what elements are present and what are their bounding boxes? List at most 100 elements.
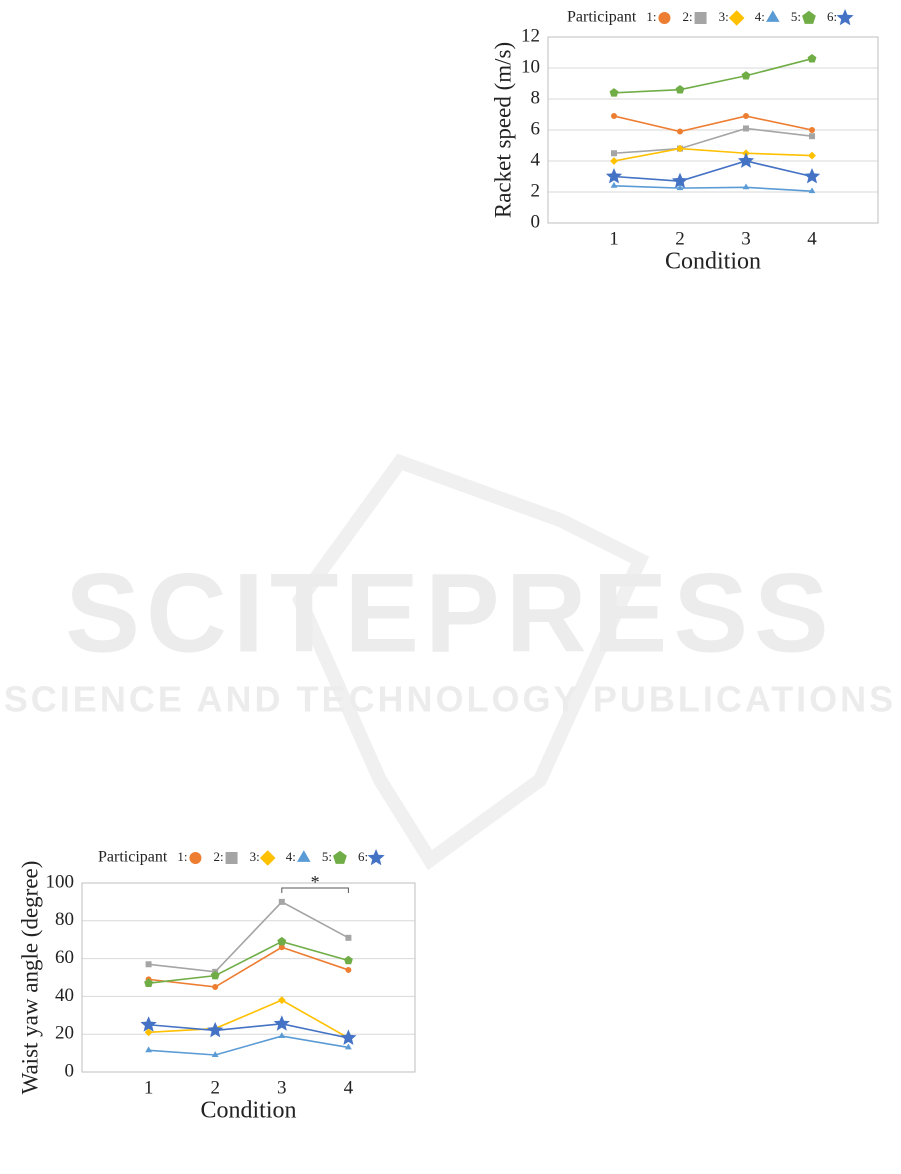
legend-label: 5: <box>791 9 801 24</box>
legend-label: 5: <box>322 849 332 864</box>
x-tick-label: 3 <box>277 1077 287 1098</box>
x-tick-label: 2 <box>675 228 685 249</box>
data-point <box>737 152 755 168</box>
data-point <box>144 1028 153 1037</box>
watermark-title: SCITEPRESS <box>65 551 835 676</box>
series-line <box>613 115 813 133</box>
data-point <box>278 1032 286 1039</box>
annotation: * <box>311 872 320 892</box>
watermark-logo <box>291 453 650 871</box>
legend-label: 4: <box>286 849 296 864</box>
significance-bracket <box>281 887 349 893</box>
series-line <box>613 57 813 94</box>
x-axis-label: Condition <box>200 1098 296 1124</box>
series-line <box>148 1022 349 1039</box>
series-line <box>148 940 349 984</box>
y-tick-label: 20 <box>55 1023 74 1044</box>
x-tick-label: 2 <box>210 1077 220 1098</box>
data-point <box>741 71 751 80</box>
legend-marker <box>189 852 202 864</box>
chart: 0 20 40 60 80 100 1 2 3 4 Condition Waist yaw angle… <box>17 849 416 1124</box>
data-point <box>144 978 154 987</box>
y-tick-label: 4 <box>531 149 541 170</box>
y-tick-label: 8 <box>531 87 541 108</box>
legend-marker <box>333 850 347 864</box>
legend-marker <box>766 10 780 22</box>
legend-marker <box>367 849 385 866</box>
data-point <box>277 996 286 1005</box>
y-tick-label: 10 <box>521 56 540 77</box>
data-point <box>610 157 618 165</box>
legend-marker <box>259 850 276 866</box>
x-tick-label: 4 <box>344 1077 354 1098</box>
data-point <box>212 983 219 990</box>
y-tick-label: 0 <box>65 1060 75 1081</box>
series-line <box>148 999 349 1039</box>
legend-marker <box>225 852 238 864</box>
data-point <box>278 944 285 951</box>
x-tick-label: 4 <box>807 228 817 249</box>
legend-label: 2: <box>682 9 692 24</box>
data-point <box>273 1015 290 1031</box>
series-line <box>613 147 813 162</box>
plot-frame <box>547 36 879 224</box>
data-point <box>676 144 684 153</box>
data-point <box>676 184 684 191</box>
legend-label: 3: <box>719 9 729 24</box>
data-point <box>742 183 750 190</box>
y-axis-label: Waist yaw angle (degree) <box>17 861 42 1095</box>
y-tick-label: 80 <box>55 909 74 930</box>
data-point <box>675 85 685 94</box>
series-line <box>148 946 349 988</box>
y-tick-label: 100 <box>46 871 75 892</box>
data-point <box>345 1043 352 1050</box>
data-point <box>808 151 816 160</box>
series-line <box>613 160 813 182</box>
legend-marker <box>658 12 671 24</box>
legend-marker <box>836 9 854 26</box>
legend-label: 3: <box>250 849 260 864</box>
data-point <box>808 187 816 194</box>
data-point <box>677 128 683 135</box>
legend-label: 1: <box>646 9 656 24</box>
x-tick-label: 1 <box>609 228 619 249</box>
data-point <box>145 961 152 968</box>
series-line <box>148 900 349 973</box>
data-point <box>807 54 817 63</box>
legend-marker <box>802 10 816 24</box>
data-point <box>278 898 285 905</box>
legend-label: 6: <box>827 9 837 24</box>
x-tick-label: 3 <box>741 228 751 249</box>
data-point <box>207 1021 224 1038</box>
watermark: SCITEPRESS SCIENCE AND TECHNOLOGY PUBLIC… <box>4 453 896 871</box>
legend-label: 4: <box>755 9 765 24</box>
data-point <box>611 113 617 120</box>
data-point <box>210 970 220 980</box>
legend-label: 1: <box>177 849 187 864</box>
series-line <box>148 1035 349 1056</box>
y-tick-label: 0 <box>531 211 541 232</box>
legend-marker <box>728 10 745 26</box>
watermark-subtitle: SCIENCE AND TECHNOLOGY PUBLICATIONS <box>4 679 896 720</box>
data-point <box>277 936 287 946</box>
y-tick-label: 12 <box>521 25 540 46</box>
y-tick-label: 6 <box>531 118 541 139</box>
legend-label: 2: <box>213 849 223 864</box>
legend-label: 6: <box>358 849 368 864</box>
data-point <box>610 181 618 188</box>
data-point <box>671 172 689 189</box>
data-point <box>611 150 617 157</box>
series-line <box>613 127 813 155</box>
data-point <box>345 934 352 941</box>
data-point <box>345 966 352 973</box>
legend-title: Participant <box>567 9 637 26</box>
data-point <box>743 113 749 120</box>
data-point <box>609 88 619 97</box>
data-point <box>340 1029 357 1045</box>
data-point <box>211 1051 219 1057</box>
y-axis-label: Racket speed (m/s) <box>490 42 515 218</box>
plot-frame <box>81 882 416 1073</box>
data-point <box>803 167 821 184</box>
x-tick-label: 1 <box>144 1077 154 1098</box>
